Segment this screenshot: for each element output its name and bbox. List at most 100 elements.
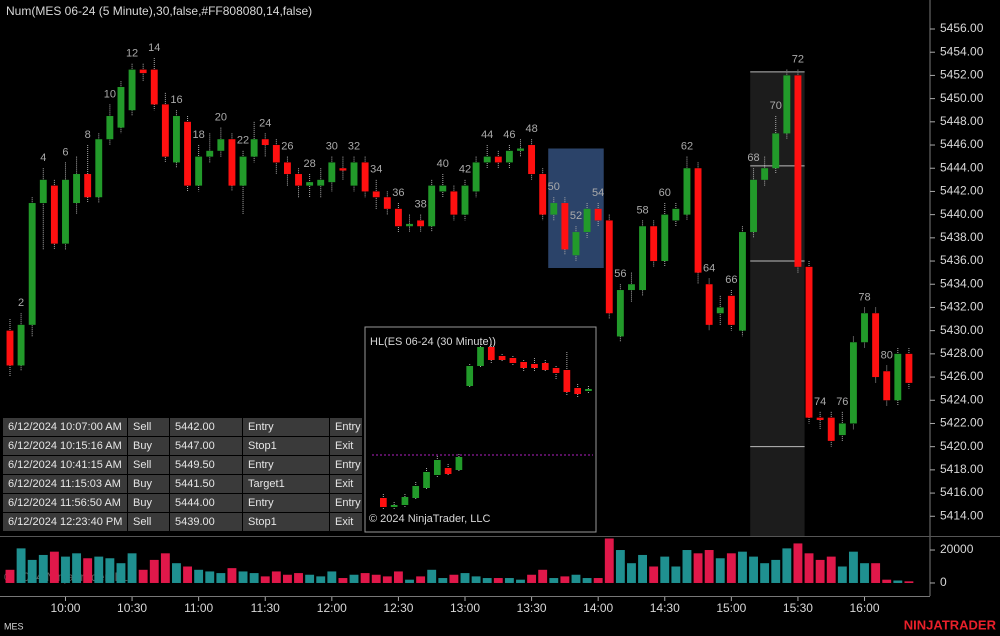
x-tick-label: 13:00 <box>450 601 480 615</box>
volume-bar <box>238 571 248 583</box>
table-text: Exit <box>335 440 353 452</box>
volume-bar <box>61 556 70 583</box>
table-cell <box>330 418 362 436</box>
volume-bar <box>360 573 370 583</box>
candle-body <box>295 174 302 186</box>
volume-bar <box>371 574 381 583</box>
table-text: Stop1 <box>248 516 277 528</box>
y-tick-label: 5438.00 <box>940 230 984 244</box>
table-text: Exit <box>335 478 353 490</box>
candle-body <box>487 347 495 360</box>
watermark: © 2024 NinjaTrader, LLC <box>4 570 137 584</box>
candle-body <box>106 116 114 140</box>
bar-number: 8 <box>85 129 91 141</box>
table-text: Buy <box>133 497 152 509</box>
volume-bar <box>615 550 625 583</box>
candle-body <box>816 417 824 420</box>
candle-body <box>450 191 458 215</box>
volume-bar <box>149 559 159 583</box>
candle-body <box>361 162 369 192</box>
candle-body <box>477 347 484 366</box>
candle-body <box>783 75 791 134</box>
candle-body <box>383 197 391 209</box>
inset-copyright: © 2024 NinjaTrader, LLC <box>369 513 490 525</box>
candle-body <box>372 191 380 198</box>
y-tick-label: 5420.00 <box>940 439 984 453</box>
table-text: 5439.00 <box>175 516 215 528</box>
table-text: 6/12/2024 10:41:15 AM <box>8 459 122 471</box>
candle-body <box>605 220 613 314</box>
volume-bar <box>627 563 636 583</box>
candle-body <box>50 185 58 244</box>
candle-body <box>350 162 358 186</box>
volume-bar <box>305 574 315 583</box>
bar-number: 32 <box>348 141 360 153</box>
table-text: Entry <box>335 421 361 433</box>
bar-number: 44 <box>481 129 493 141</box>
bar-number: 2 <box>18 297 24 309</box>
table-text: Exit <box>335 516 353 528</box>
volume-bar <box>593 578 603 583</box>
bar-number: 54 <box>592 187 604 199</box>
volume-bar <box>560 576 570 583</box>
candle-body <box>550 203 558 215</box>
bar-number: 62 <box>681 141 693 153</box>
y-tick-label: 5432.00 <box>940 300 984 314</box>
volume-bar <box>549 578 559 583</box>
volume-bar <box>5 569 15 583</box>
volume-bar <box>138 569 148 583</box>
candle-body <box>62 179 69 244</box>
volume-bar <box>227 568 237 583</box>
table-cell <box>330 437 362 455</box>
volume-bar <box>393 571 403 583</box>
candle-body <box>423 472 430 488</box>
candle-body <box>472 162 480 192</box>
candle-body <box>661 214 669 262</box>
candle-body <box>705 284 713 325</box>
candle-body <box>17 324 25 366</box>
volume-bar <box>726 553 736 583</box>
volume-bar <box>738 551 747 583</box>
bar-number: 36 <box>392 187 404 199</box>
bar-number: 56 <box>614 268 626 280</box>
volume-bar <box>704 550 714 583</box>
candle-body <box>520 362 528 368</box>
table-cell <box>330 513 362 531</box>
bar-number: 50 <box>548 181 560 193</box>
candle-body <box>849 342 857 424</box>
candle-body <box>583 208 591 233</box>
bar-number: 72 <box>792 54 804 66</box>
candle-body <box>394 208 402 227</box>
table-text: Entry <box>335 459 361 471</box>
candle-body <box>639 226 647 291</box>
volume-bar <box>582 578 592 583</box>
bar-number: 66 <box>725 274 737 286</box>
bar-number: 46 <box>503 129 515 141</box>
volume-bar <box>416 576 426 583</box>
bar-number: 26 <box>281 141 293 153</box>
y-tick-label: 5424.00 <box>940 392 984 406</box>
y-tick-label: 5434.00 <box>940 276 984 290</box>
candle-body <box>694 168 702 273</box>
candle-body <box>727 295 735 325</box>
y-tick-label: 5436.00 <box>940 253 984 267</box>
y-tick-label: 5422.00 <box>940 416 984 430</box>
candle-body <box>505 150 513 163</box>
candle-body <box>872 313 880 378</box>
table-cell <box>128 437 169 455</box>
chart-title: Num(MES 06-24 (5 Minute),30,false,#FF808… <box>6 4 312 18</box>
table-cell <box>170 513 242 531</box>
candle-body <box>794 75 802 267</box>
candle-body <box>894 353 902 401</box>
candle-body <box>139 69 147 74</box>
volume-bar <box>571 574 581 583</box>
table-cell <box>170 494 242 512</box>
x-tick-label: 15:00 <box>716 601 746 615</box>
volume-bar <box>16 548 26 583</box>
volume-bar <box>682 550 692 583</box>
candle-body <box>616 290 624 337</box>
candle-body <box>428 185 436 227</box>
bar-number: 30 <box>326 141 338 153</box>
candle-body <box>517 148 524 151</box>
